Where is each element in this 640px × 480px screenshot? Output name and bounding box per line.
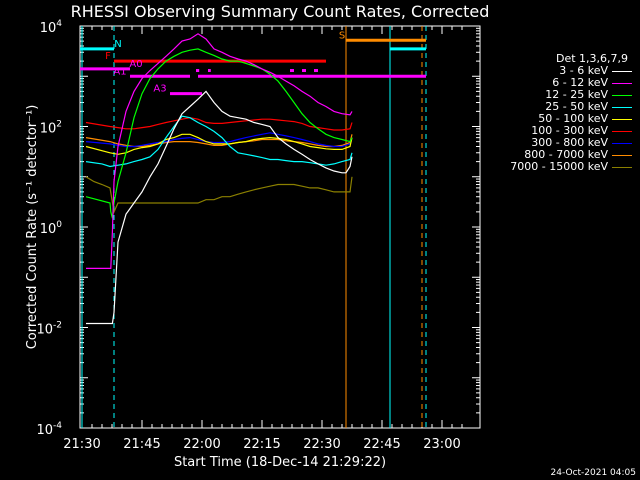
legend-entry: 7000 - 15000 keV [482, 161, 632, 173]
legend-label: 12 - 25 keV [545, 88, 608, 101]
plot-frame [79, 25, 481, 429]
legend-label: 100 - 300 keV [531, 124, 608, 137]
legend-label: 50 - 100 keV [538, 112, 608, 125]
y-tick-label: 10-4 [36, 421, 62, 438]
legend-swatch [612, 130, 632, 132]
x-tick-label: 22:15 [243, 437, 280, 452]
flag-label: A0 [129, 59, 142, 70]
legend-swatch [612, 142, 632, 144]
legend-swatch [612, 94, 632, 96]
legend-entry: 25 - 50 keV [482, 101, 632, 113]
legend-entry: 100 - 300 keV [482, 125, 632, 137]
y-tick-label: 100 [40, 220, 63, 237]
legend-entry: 6 - 12 keV [482, 77, 632, 89]
legend-label: 6 - 12 keV [552, 76, 608, 89]
x-tick-label: 22:30 [303, 437, 340, 452]
datestamp: 24-Oct-2021 04:05 [550, 468, 636, 478]
x-tick-label: 21:30 [63, 437, 100, 452]
legend-label: 25 - 50 keV [545, 100, 608, 113]
legend-entry: 12 - 25 keV [482, 89, 632, 101]
series-line-800-7000-kev [85, 134, 353, 148]
series-line-3-6-kev [86, 90, 353, 325]
legend-label: 300 - 800 keV [531, 136, 608, 149]
flag-label: A3 [153, 84, 166, 95]
legend: Det 1,3,6,7,9 3 - 6 keV 6 - 12 keV 12 - 25… [482, 52, 632, 173]
legend-header: Det 1,3,6,7,9 [555, 52, 628, 65]
legend-entry: 800 - 7000 keV [482, 149, 632, 161]
x-tick-label: 21:45 [123, 437, 160, 452]
legend-swatch [612, 82, 632, 84]
series-line-50-100-kev [85, 133, 353, 155]
legend-entry: 3 - 6 keV [482, 65, 632, 77]
y-tick-label: 102 [40, 120, 62, 137]
series-line-300-800-kev [85, 132, 353, 148]
flag-label: S [339, 30, 345, 41]
legend-label: 800 - 7000 keV [524, 148, 608, 161]
chart-title: RHESSI Observing Summary Count Rates, Co… [70, 2, 490, 21]
series-line-25-50-kev [85, 115, 353, 168]
y-axis-title: Corrected Count Rate (s⁻¹ detector⁻¹) [25, 105, 40, 350]
legend-swatch [612, 118, 632, 120]
legend-swatch [612, 154, 632, 156]
x-tick-label: 23:00 [423, 437, 460, 452]
x-tick-label: 22:00 [183, 437, 220, 452]
flag-label: A1 [113, 66, 126, 77]
legend-swatch [612, 70, 632, 72]
series-line-12-25-kev [85, 48, 353, 219]
legend-swatch [612, 166, 632, 168]
series-line-6-12-kev [86, 33, 353, 269]
series-line-7000-15000-kev [85, 176, 353, 214]
y-tick-label: 104 [40, 19, 63, 36]
legend-swatch [612, 106, 632, 108]
y-tick-label: 10-2 [36, 321, 62, 338]
legend-entry: 50 - 100 keV [482, 113, 632, 125]
flag-label: F [105, 51, 111, 62]
legend-label: 3 - 6 keV [559, 64, 608, 77]
flag-label: N [114, 39, 121, 50]
legend-label: 7000 - 15000 keV [510, 160, 608, 173]
x-tick-label: 22:45 [363, 437, 400, 452]
x-axis-title: Start Time (18-Dec-14 21:29:22) [174, 455, 386, 470]
legend-entry: 300 - 800 keV [482, 137, 632, 149]
